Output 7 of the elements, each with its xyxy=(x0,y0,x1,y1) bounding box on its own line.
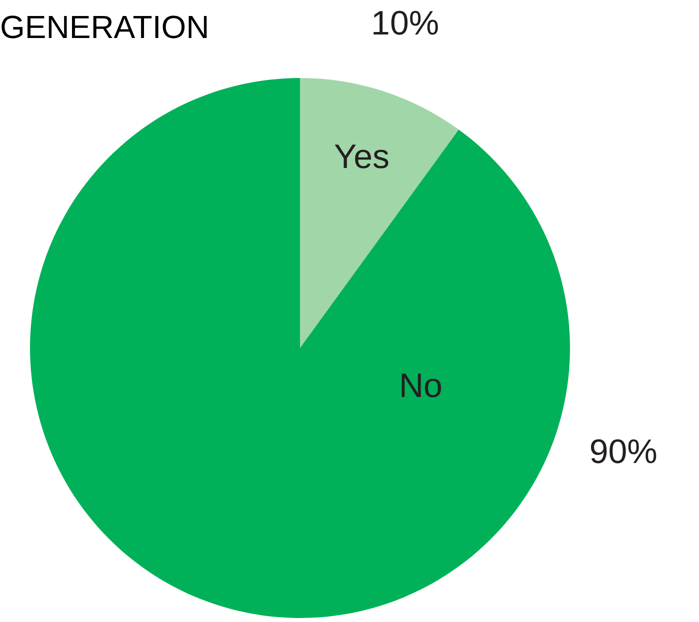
pie-slice xyxy=(300,78,459,348)
data-label: 90% xyxy=(589,433,658,472)
data-label: 10% xyxy=(371,4,440,43)
chart-title: GENERATION xyxy=(0,9,210,45)
slice-label: Yes xyxy=(334,138,390,176)
slice-label: No xyxy=(398,367,442,406)
pie-slice xyxy=(30,78,570,618)
